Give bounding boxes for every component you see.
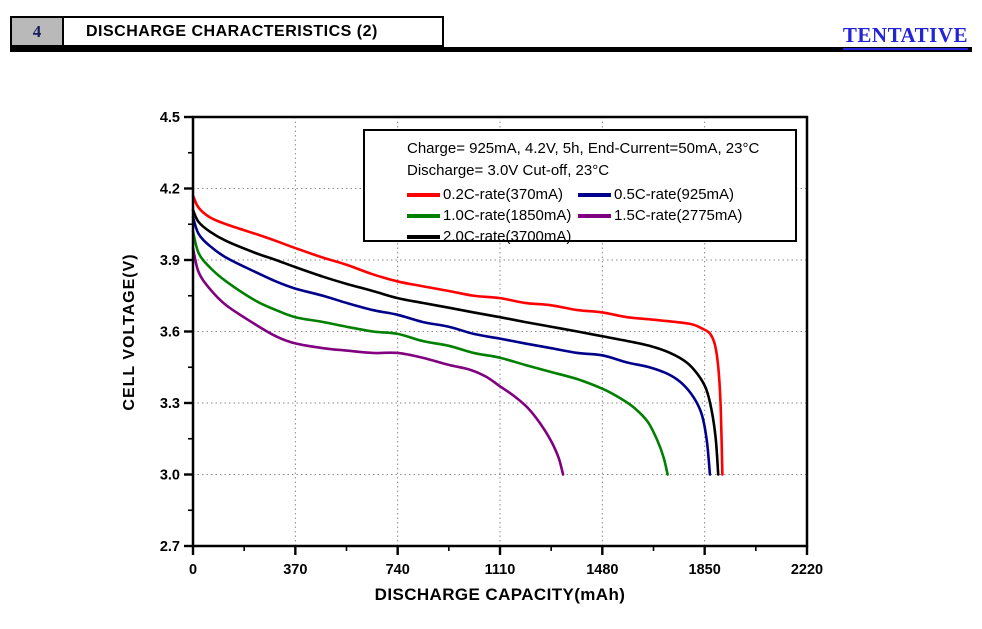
legend-series-label: 0.5C-rate(925mA) xyxy=(614,186,735,203)
x-tick-label: 1110 xyxy=(485,562,516,578)
chart-ticks xyxy=(184,115,809,555)
series-line-1 xyxy=(191,215,712,476)
tentative-watermark: TENTATIVE xyxy=(842,23,968,50)
x-tick-label: 1480 xyxy=(586,562,618,578)
legend-series-label: 0.2C-rate(370mA) xyxy=(443,186,564,203)
x-tick-label: 1850 xyxy=(689,562,721,578)
legend-series-label: 2.0C-rate(3700mA) xyxy=(443,228,572,245)
series-line-0 xyxy=(191,194,724,476)
section-title: DISCHARGE CHARACTERISTICS (2) xyxy=(64,16,444,47)
legend-swatch xyxy=(578,213,611,218)
legend-items: 0.2C-rate(370mA) 0.5C-rate(925mA) 1.0C-rat… xyxy=(407,184,795,247)
series-line-4 xyxy=(191,208,720,476)
y-tick-label: 3.0 xyxy=(160,468,180,484)
legend-swatch xyxy=(578,192,611,197)
y-axis-title: CELL VOLTAGE(V) xyxy=(121,253,138,410)
y-tick-label: 3.9 xyxy=(160,253,180,269)
legend-charge-conditions: Charge= 925mA, 4.2V, 5h, End-Current=50m… xyxy=(407,140,760,157)
x-axis-title: DISCHARGE CAPACITY(mAh) xyxy=(375,585,626,604)
legend-discharge-conditions: Discharge= 3.0V Cut-off, 23°C xyxy=(407,162,610,179)
x-tick-label: 370 xyxy=(283,562,307,578)
legend-item: 1.5C-rate(2775mA) xyxy=(578,205,795,226)
legend-item: 0.2C-rate(370mA) xyxy=(407,184,578,205)
section-header-box: 4 DISCHARGE CHARACTERISTICS (2) xyxy=(10,16,444,47)
y-tick-label: 4.2 xyxy=(160,182,180,198)
y-tick-label: 2.7 xyxy=(160,539,180,555)
series-line-3 xyxy=(191,246,565,476)
legend-swatch xyxy=(407,234,440,239)
x-tick-label: 0 xyxy=(189,562,197,578)
series-line-2 xyxy=(191,230,669,476)
legend-item: 1.0C-rate(1850mA) xyxy=(407,205,578,226)
x-tick-label: 740 xyxy=(386,562,410,578)
legend-swatch xyxy=(407,192,440,197)
legend-item: 2.0C-rate(3700mA) xyxy=(407,226,578,247)
section-number: 4 xyxy=(10,16,64,47)
legend-series-label: 1.5C-rate(2775mA) xyxy=(614,207,743,224)
chart-series xyxy=(191,194,724,476)
chart-tick-labels: 0 370 740 1110 1480 1850 2220 2.7 3.0 3.3 3.6 3.9 4.… xyxy=(160,110,823,578)
chart-legend-box: Charge= 925mA, 4.2V, 5h, End-Current=50m… xyxy=(363,129,797,245)
legend-swatch xyxy=(407,213,440,218)
x-tick-label: 2220 xyxy=(791,562,823,578)
legend-series-label: 1.0C-rate(1850mA) xyxy=(443,207,572,224)
y-tick-label: 3.6 xyxy=(160,325,180,341)
y-tick-label: 3.3 xyxy=(160,396,180,412)
legend-item: 0.5C-rate(925mA) xyxy=(578,184,795,205)
header-rule xyxy=(10,47,972,52)
y-tick-label: 4.5 xyxy=(160,110,180,126)
